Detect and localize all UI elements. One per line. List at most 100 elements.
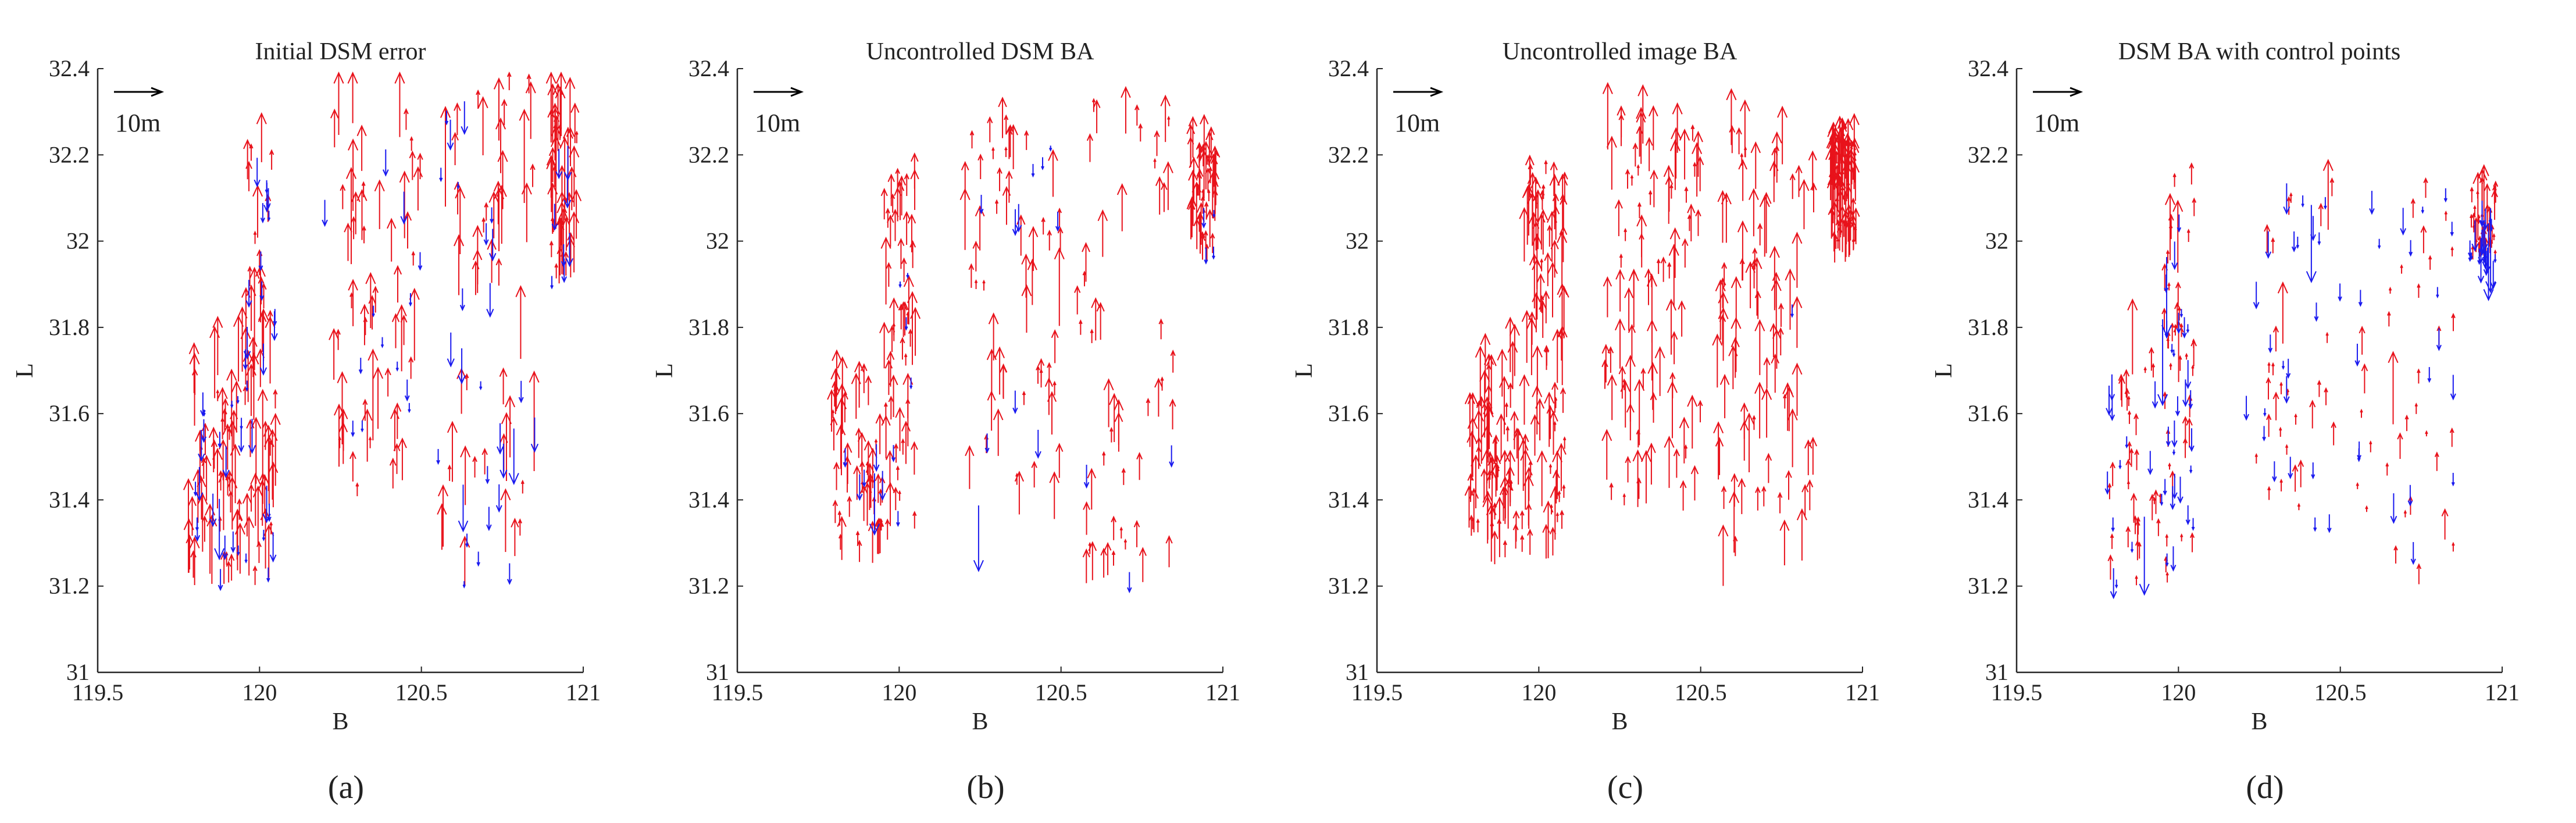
vector-arrow-up-head: [1557, 490, 1561, 494]
vector-arrow-up: [1082, 548, 1090, 583]
vector-arrow-up-head: [2361, 363, 2368, 372]
vector-arrow-up: [1538, 209, 1549, 255]
vector-arrow-down-head: [2489, 227, 2493, 232]
vector-arrow-up: [2124, 387, 2130, 411]
vector-arrow-down-head: [245, 387, 249, 392]
vector-arrow-down-head: [2357, 455, 2361, 461]
vector-arrow-up-head: [2425, 430, 2428, 434]
y-tick-label: 31.4: [49, 486, 90, 512]
vector-arrow-up: [273, 389, 278, 409]
vector-arrow-up: [1528, 459, 1533, 478]
vector-arrow-up-head: [256, 541, 262, 547]
vector-arrow-up-head: [1200, 113, 1209, 124]
vector-arrow-up: [1669, 139, 1681, 190]
vector-arrow-up-head: [2165, 571, 2169, 576]
vector-arrow-up: [1667, 262, 1672, 279]
vector-arrow-down: [2157, 319, 2168, 407]
vector-arrow-up-head: [1792, 231, 1803, 244]
vector-arrow-up: [1497, 348, 1508, 397]
vector-arrow-up-head: [1625, 169, 1630, 174]
vector-arrow-down-head: [2436, 294, 2439, 299]
vector-arrow-up-head: [1601, 429, 1612, 441]
vector-arrow-down: [898, 282, 902, 288]
vector-arrow-up-head: [876, 518, 884, 527]
vector-arrow-up-head: [1146, 397, 1151, 404]
vector-arrow-up-head: [2491, 189, 2498, 198]
vector-arrow-up-head: [348, 279, 358, 291]
vector-arrow-down-head: [444, 120, 449, 126]
vector-arrow-up: [337, 371, 348, 445]
vector-arrow-up-head: [1480, 468, 1488, 477]
y-tick-label: 32: [1985, 228, 2008, 254]
vector-arrow-down-head: [2390, 515, 2397, 524]
vector-arrow-up: [2329, 177, 2335, 197]
vector-arrow-up-head: [1467, 416, 1478, 429]
vector-arrow-up: [2279, 382, 2283, 394]
vector-arrow-up-head: [864, 440, 873, 451]
vector-arrow-up-head: [1672, 102, 1683, 115]
y-tick-label: 31: [706, 659, 729, 685]
vector-arrow-up: [545, 71, 556, 136]
vector-arrow-up-head: [1845, 218, 1854, 227]
vector-arrow-up: [1614, 318, 1626, 369]
vector-arrow-up-head: [1847, 140, 1856, 151]
vector-arrow-down-head: [891, 457, 896, 462]
vector-arrow-up-head: [1614, 318, 1626, 331]
vector-arrow-up-head: [1804, 439, 1813, 449]
vector-arrow-up: [2451, 312, 2456, 332]
y-tick-label: 31.2: [688, 573, 729, 599]
vector-arrow-down: [2172, 350, 2176, 358]
vector-arrow-up: [1624, 287, 1634, 331]
vector-arrow-up-head: [394, 71, 405, 84]
y-tick-label: 32.4: [688, 55, 729, 81]
vector-arrow-down: [242, 349, 248, 370]
vector-arrow-up: [481, 217, 486, 233]
vector-arrow-up: [1636, 106, 1647, 164]
vector-arrow-up-head: [2317, 380, 2321, 385]
vector-arrow-down-head: [2175, 411, 2181, 417]
vector-arrow-up-head: [411, 251, 415, 256]
vector-arrow-up: [250, 472, 261, 526]
vector-arrow-up: [1100, 547, 1107, 578]
vector-arrow-up: [1562, 436, 1567, 449]
vector-arrow-up-head: [2134, 448, 2139, 455]
vector-arrow-down: [2189, 428, 2195, 453]
vector-arrow-down: [2301, 195, 2304, 208]
vector-arrow-up-head: [2123, 369, 2130, 377]
vector-arrow-up: [1526, 503, 1532, 529]
vector-arrow-up-head: [417, 152, 423, 160]
vector-arrow-up: [1167, 115, 1171, 127]
vector-arrow-down: [2313, 517, 2317, 532]
vector-arrow-up: [1138, 123, 1143, 142]
vector-arrow-up-head: [1482, 396, 1493, 409]
vector-arrow-up-head: [368, 294, 376, 304]
vector-arrow-up: [2123, 369, 2130, 398]
vector-arrow-down: [2172, 449, 2176, 456]
vector-arrow-up: [244, 516, 255, 576]
vector-arrow-up-head: [404, 108, 409, 115]
vector-arrow-up-head: [1602, 82, 1613, 94]
vector-arrow-down-head: [2109, 414, 2115, 422]
vector-arrow-down: [2265, 231, 2272, 259]
vector-arrow-up: [1845, 218, 1854, 255]
vector-arrow-up-head: [1792, 362, 1803, 375]
vector-arrow-up-head: [2127, 480, 2131, 484]
vector-arrow-up: [884, 518, 890, 540]
vector-arrow-up-head: [1207, 126, 1215, 136]
vector-arrow-up-head: [885, 481, 895, 493]
vector-arrow-down-head: [499, 469, 508, 479]
vector-arrow-up: [201, 515, 208, 542]
vector-arrow-up-head: [1552, 329, 1563, 341]
vector-arrow-down: [1127, 572, 1132, 593]
vector-arrow-up-head: [1195, 182, 1199, 187]
vector-arrow-up: [2410, 198, 2416, 218]
vector-arrow-up-head: [1761, 486, 1767, 492]
vector-arrow-down: [465, 533, 469, 548]
vector-arrow-up-head: [1683, 444, 1688, 449]
vector-arrow-up: [2428, 255, 2432, 270]
vector-arrow-up: [347, 71, 358, 123]
vector-arrow-down: [2175, 396, 2181, 417]
vector-arrow-up-head: [1601, 344, 1611, 354]
vector-arrow-down: [1083, 465, 1090, 489]
